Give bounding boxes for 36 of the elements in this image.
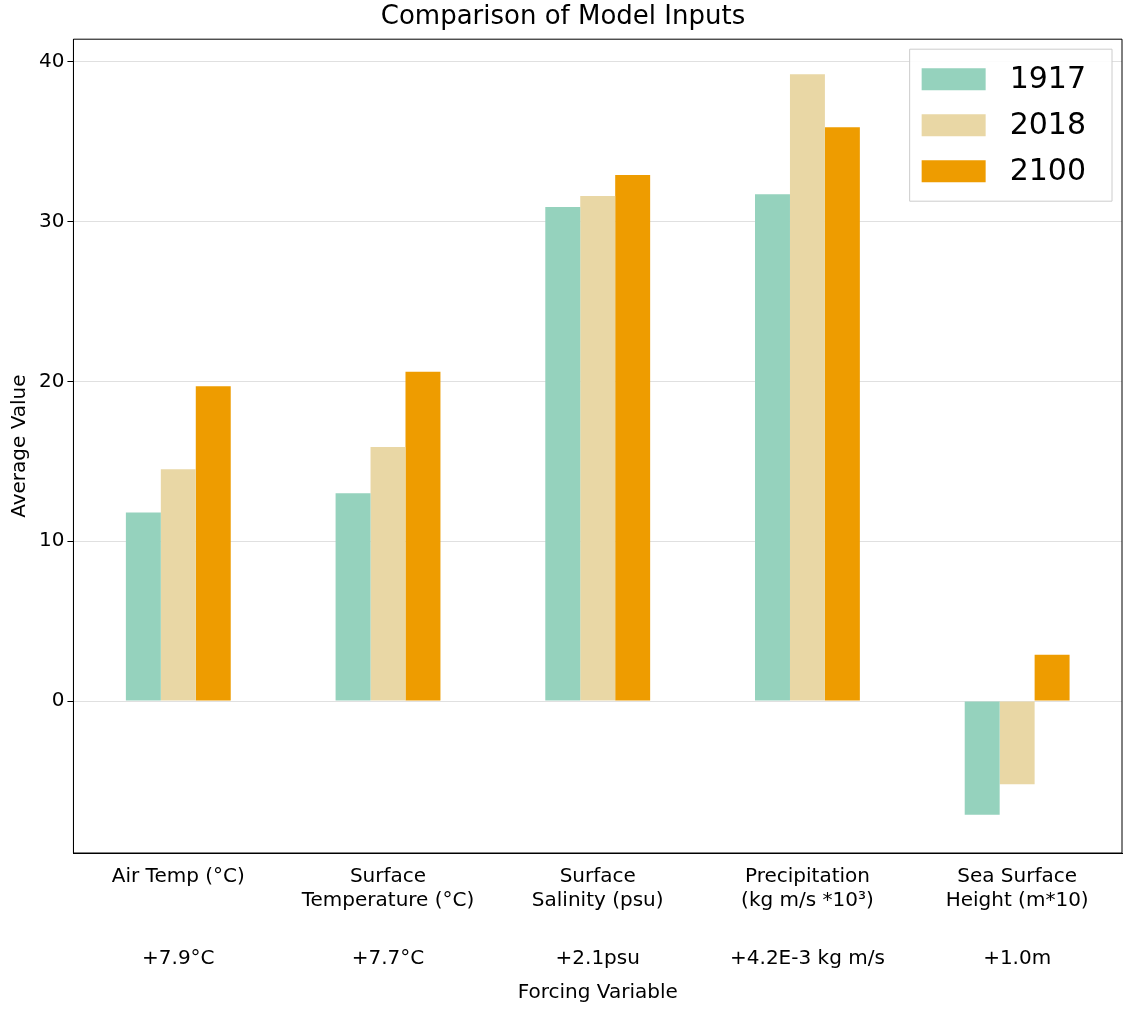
y-axis-title: Average Value <box>6 374 31 518</box>
x-tick-label: Air Temp (°C) <box>111 863 245 888</box>
bar <box>125 512 161 701</box>
bar <box>999 701 1035 785</box>
text: +4.2E-3 kg m/s <box>730 945 885 970</box>
x-tick-label: Surface Salinity (psu) <box>531 863 664 912</box>
bar <box>160 469 196 701</box>
bar <box>195 386 231 701</box>
bar <box>1034 654 1070 701</box>
chart-title: Comparison of Model Inputs <box>380 0 746 31</box>
bar <box>789 74 825 701</box>
legend-label: 2018 <box>1009 106 1087 141</box>
bar <box>405 371 441 701</box>
bar <box>615 175 651 701</box>
x-tick-label: Precipitation (kg m/s *10³) <box>741 863 874 912</box>
y-tick-label: 20 <box>39 367 65 392</box>
bar <box>580 195 616 701</box>
legend-label: 2100 <box>1009 152 1087 187</box>
text: +2.1psu <box>555 945 640 970</box>
x-tick-label: Surface Temperature (°C) <box>300 863 475 912</box>
text: +1.0m <box>983 945 1052 970</box>
bar <box>755 194 790 701</box>
legend-label: 1917 <box>1009 60 1087 95</box>
y-tick-label: 0 <box>51 687 65 712</box>
x-tick-label: Sea Surface Height (m*10) <box>945 863 1089 912</box>
text: +7.7°C <box>351 945 425 970</box>
bar <box>370 446 406 701</box>
text: +7.9°C <box>142 945 215 970</box>
y-tick-label: 40 <box>39 47 65 72</box>
bar <box>335 493 371 701</box>
bar <box>824 127 860 701</box>
bar <box>545 207 581 701</box>
x-axis-title: Forcing Variable <box>517 979 678 1004</box>
bar <box>964 701 1000 815</box>
y-tick-label: 10 <box>39 527 65 552</box>
y-tick-label: 30 <box>39 207 65 232</box>
